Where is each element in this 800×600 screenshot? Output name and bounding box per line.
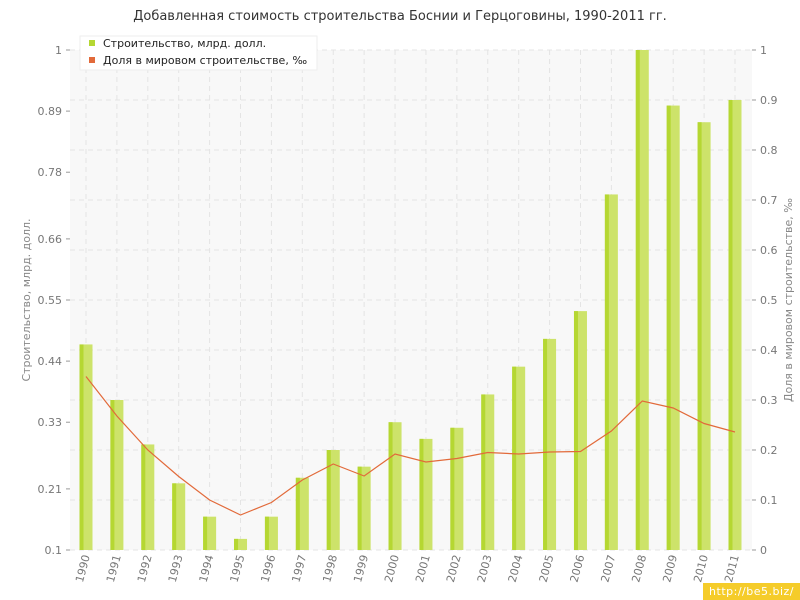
x-tick-label: 2007: [598, 553, 618, 583]
right-tick-label: 0.9: [760, 94, 778, 107]
right-tick-label: 0: [760, 544, 767, 557]
right-tick-label: 0.2: [760, 444, 778, 457]
legend-label-world-share: Доля в мировом строительстве, ‰: [103, 54, 307, 67]
x-tick-label: 1992: [135, 553, 155, 583]
left-tick-label: 0.66: [38, 233, 63, 246]
right-axis-ticks: 0 0.1 0.2 0.3 0.4 0.5 0.6 0.7 0.8 0.9 1: [752, 44, 778, 557]
x-tick-label: 1995: [228, 553, 248, 583]
bar-edge: [419, 438, 424, 550]
legend-swatch-construction: [89, 40, 95, 46]
x-tick-label: 1996: [259, 553, 279, 583]
bar-edge: [604, 194, 609, 550]
bar-edge: [481, 394, 486, 550]
x-tick-label: 2000: [382, 553, 402, 583]
bar-edge: [172, 483, 177, 550]
x-tick-label: 2009: [660, 553, 680, 583]
x-tick-label: 2006: [568, 553, 588, 583]
right-tick-label: 0.7: [760, 194, 778, 207]
bar-edge: [234, 538, 239, 550]
x-tick-label: 1999: [351, 553, 371, 583]
x-tick-label: 2010: [691, 553, 711, 583]
left-tick-label: 1: [55, 44, 62, 57]
bar-edge: [573, 311, 578, 550]
legend-label-construction: Строительство, млрд. долл.: [103, 37, 266, 50]
bar-edge: [512, 366, 517, 550]
right-tick-label: 0.5: [760, 294, 778, 307]
legend-box: [79, 35, 318, 71]
left-tick-label: 0.89: [38, 105, 63, 118]
left-tick-label: 0.44: [38, 355, 63, 368]
watermark-link[interactable]: http://be5.biz/: [703, 583, 800, 600]
left-axis-label: Строительство, млрд. долл.: [20, 218, 33, 381]
bar-edge: [357, 466, 362, 550]
x-tick-label: 1990: [73, 553, 93, 583]
x-axis-ticks: 1990 1991 1992 1993 1994 1995 1996 1997 1998 1999…: [73, 553, 742, 583]
left-tick-label: 0.55: [38, 294, 63, 307]
bar-edge: [666, 105, 671, 551]
left-tick-label: 0.78: [38, 166, 63, 179]
line-world-share: [85, 376, 736, 516]
right-tick-label: 0.3: [760, 394, 778, 407]
bar: [234, 538, 248, 550]
right-tick-label: 0.8: [760, 144, 778, 157]
right-tick-label: 0.1: [760, 494, 778, 507]
left-tick-label: 0.21: [38, 483, 63, 496]
bar-edge: [635, 50, 640, 550]
bar-edge: [79, 344, 84, 550]
bar-edge: [697, 122, 702, 550]
right-tick-label: 0.6: [760, 244, 778, 257]
legend: Строительство, млрд. долл. Доля в мирово…: [79, 35, 318, 71]
x-tick-label: 2004: [506, 553, 526, 583]
right-axis-label: Доля в мировом строительстве, ‰: [782, 198, 795, 402]
x-tick-label: 2005: [537, 553, 557, 583]
legend-swatch-world-share: [89, 57, 95, 63]
chart-title: Добавленная стоимость строительства Босн…: [133, 9, 667, 24]
right-tick-label: 0.4: [760, 344, 778, 357]
x-tick-label: 2001: [413, 553, 433, 583]
x-tick-label: 1994: [197, 553, 217, 583]
bar-edge: [203, 516, 208, 550]
x-tick-label: 2011: [722, 553, 742, 583]
line-series: [85, 376, 736, 516]
bar-edge: [543, 338, 548, 550]
x-tick-label: 1997: [289, 553, 309, 583]
bar-edge: [141, 444, 146, 550]
x-tick-label: 2002: [444, 553, 464, 583]
x-tick-label: 1993: [166, 553, 186, 583]
bar-edge: [326, 450, 331, 550]
left-tick-label: 0.33: [38, 416, 63, 429]
bar-edge: [728, 100, 733, 550]
bar-edge: [110, 400, 115, 550]
left-axis-ticks: 0.1 0.21 0.33 0.44 0.55 0.66 0.78 0.89 1: [38, 44, 70, 557]
right-tick-label: 1: [760, 44, 767, 57]
bar-edge: [264, 516, 269, 550]
bar-edge: [388, 422, 393, 550]
x-tick-label: 1998: [320, 553, 340, 583]
bar-series: [79, 50, 742, 551]
bar-edge: [450, 427, 455, 550]
x-tick-label: 2003: [475, 553, 495, 583]
bar-edge: [295, 477, 300, 550]
left-tick-label: 0.1: [45, 544, 63, 557]
x-tick-label: 2008: [629, 553, 649, 583]
x-tick-label: 1991: [104, 553, 124, 583]
